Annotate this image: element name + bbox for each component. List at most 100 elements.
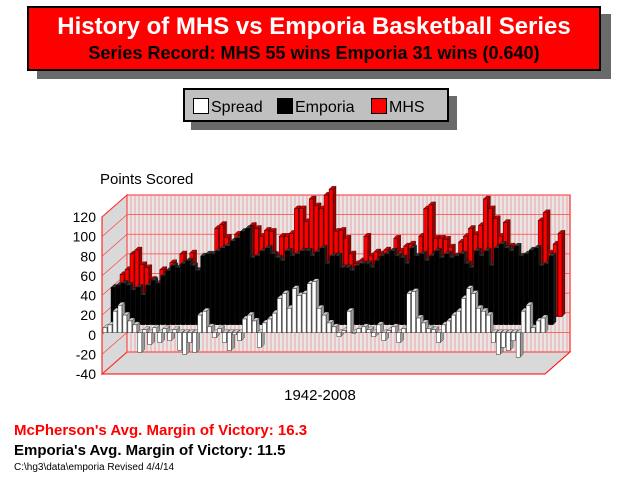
spread-bar xyxy=(515,332,521,358)
legend-face: Spread Emporia MHS xyxy=(183,88,449,122)
emporia-bar xyxy=(160,275,165,325)
emporia-bar-side xyxy=(552,252,557,326)
emporia-bar xyxy=(389,250,394,325)
spread-bar-side xyxy=(141,329,145,353)
legend-label-mhs: MHS xyxy=(389,99,425,116)
floor-plane xyxy=(100,351,572,375)
y-tick-label: 40 xyxy=(80,288,96,304)
spread-bar xyxy=(137,332,143,353)
spread-bar xyxy=(212,332,217,338)
emporia-bar xyxy=(533,248,539,325)
emporia-bar xyxy=(359,263,365,325)
emporia-bar xyxy=(145,285,151,325)
emporia-bar xyxy=(334,255,340,325)
emporia-bar xyxy=(260,250,265,325)
emporia-bar xyxy=(513,246,519,325)
emporia-bar xyxy=(215,250,220,325)
spread-bar xyxy=(486,314,491,333)
spread-bar xyxy=(401,328,406,333)
spread-bar xyxy=(107,324,113,333)
spread-bar-side xyxy=(519,329,524,358)
emporia-bar xyxy=(240,231,245,325)
emporia-bar xyxy=(509,250,514,325)
emporia-bar xyxy=(170,265,175,325)
emporia-bar xyxy=(150,280,156,325)
spread-bar xyxy=(257,332,262,348)
spread-bar xyxy=(152,327,157,333)
title-panel: History of MHS vs Emporia Basketball Ser… xyxy=(27,6,611,79)
spread-bar xyxy=(296,295,302,333)
spread-bar xyxy=(217,328,222,333)
spread-bar xyxy=(346,310,352,333)
spread-bar xyxy=(177,332,182,351)
spread-bar xyxy=(162,328,167,333)
file-path-note: C:\hg3\data\emporia Revised 4/4/14 xyxy=(14,462,175,473)
spread-bar xyxy=(496,332,501,355)
emporia-bar xyxy=(548,255,554,325)
spread-bar xyxy=(361,326,367,333)
spread-bar xyxy=(391,326,396,333)
emporia-bar xyxy=(369,267,375,325)
y-tick-label: 100 xyxy=(73,229,97,245)
legend: Spread Emporia MHS xyxy=(183,88,457,130)
emporia-bar xyxy=(245,228,250,325)
grid-line-side xyxy=(101,214,128,237)
spread-bar xyxy=(381,332,386,341)
emporia-bar xyxy=(140,295,146,325)
emporia-bar xyxy=(364,263,370,325)
y-tick-label: 0 xyxy=(88,327,96,343)
spread-bar xyxy=(371,332,376,337)
emporia-bar xyxy=(155,283,160,325)
spread-bar xyxy=(421,322,426,333)
spread-bar xyxy=(127,320,133,333)
spread-bar xyxy=(112,310,118,333)
spread-bar xyxy=(227,332,232,351)
y-tick-label: 80 xyxy=(80,248,96,264)
spread-bar xyxy=(311,281,317,333)
emporia-bar xyxy=(374,260,379,325)
grid-line-side xyxy=(101,351,128,375)
y-tick-label: -20 xyxy=(76,346,96,362)
spread-bar xyxy=(436,332,441,343)
spread-bar-side xyxy=(490,311,494,334)
spread-bar xyxy=(396,332,401,343)
spread-bar xyxy=(252,320,257,333)
emporia-bar xyxy=(444,253,449,325)
spread-bar xyxy=(267,318,272,333)
spread-bar xyxy=(326,322,332,333)
emporia-bar xyxy=(329,255,335,325)
y-tick-label: 120 xyxy=(73,209,97,225)
spread-bar xyxy=(501,332,506,348)
emporia-bar xyxy=(165,270,170,325)
emporia-bar xyxy=(190,265,195,325)
spread-bar xyxy=(316,308,322,333)
spread-bar xyxy=(247,314,252,333)
mhs-margin-note: McPherson's Avg. Margin of Victory: 16.3 xyxy=(14,422,308,439)
spread-bar xyxy=(207,326,212,333)
legend-swatch-spread xyxy=(193,98,209,114)
spread-bar xyxy=(262,322,267,333)
legend-item-emporia: Emporia xyxy=(277,98,355,116)
emporia-bar xyxy=(354,265,360,325)
spread-bar xyxy=(520,310,526,333)
grid-line-side xyxy=(101,253,128,277)
chart-subtitle: Series Record: MHS 55 wins Emporia 31 wi… xyxy=(88,43,540,63)
emporia-bar xyxy=(230,241,235,325)
emporia-bar xyxy=(394,255,399,325)
spread-bar xyxy=(426,328,431,333)
spread-bar xyxy=(167,332,172,341)
mhs-bar-side xyxy=(561,229,566,318)
spread-bar xyxy=(461,298,466,333)
spread-bar xyxy=(132,324,138,333)
emporia-bar xyxy=(235,238,240,325)
spread-bar xyxy=(272,312,277,333)
spread-bar xyxy=(197,314,202,333)
emporia-bar xyxy=(424,260,429,325)
legend-label-emporia: Emporia xyxy=(295,99,355,116)
spread-bar xyxy=(530,327,536,333)
y-tick-label: 20 xyxy=(80,307,96,323)
spread-bar xyxy=(157,332,162,343)
spread-bar xyxy=(291,288,297,333)
emporia-bar xyxy=(384,253,389,325)
spread-bar xyxy=(386,330,391,333)
